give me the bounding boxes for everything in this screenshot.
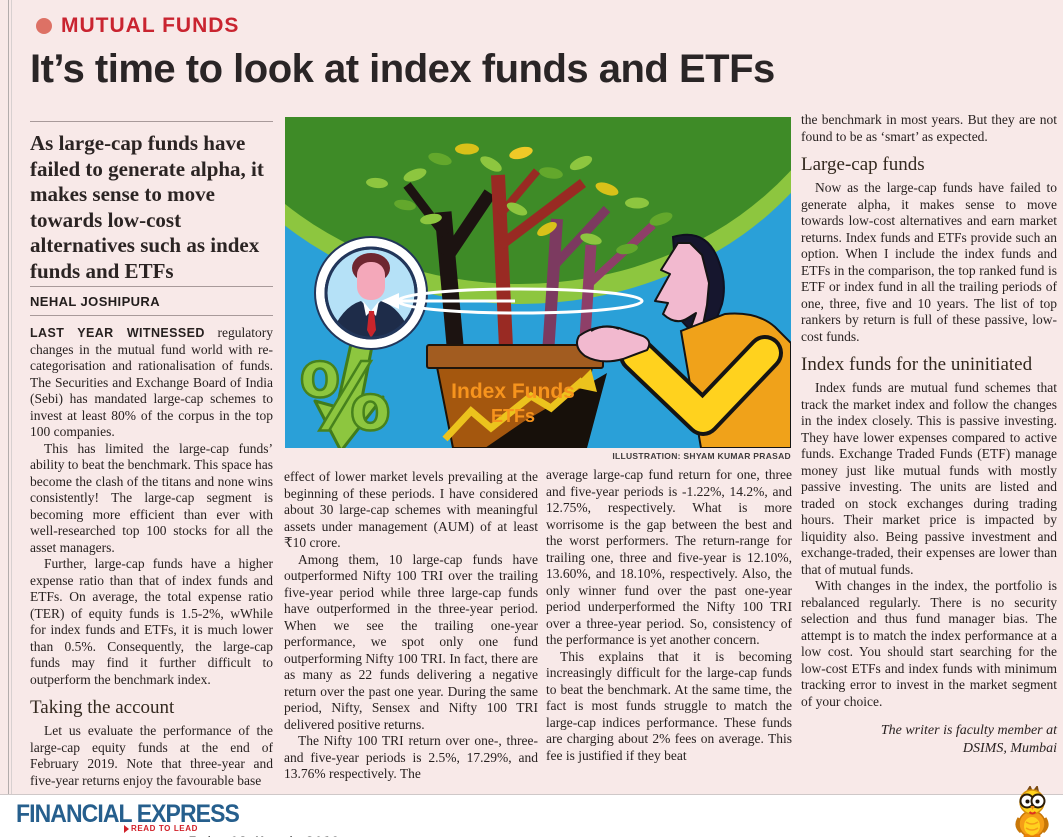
paragraph: effect of lower market levels prevailing… [284, 469, 538, 550]
fund-manager-figure [329, 253, 413, 338]
observer-figure [576, 233, 791, 448]
financial-express-logo: FINANCIAL EXPRESS READ TO LEAD [16, 800, 240, 833]
writer-credit-line1: The writer is faculty member at [880, 723, 1057, 738]
lead-in: LAST YEAR WITNESSED [30, 326, 205, 340]
paragraph-text: regulatory changes in the mutual fund wo… [30, 325, 273, 439]
article-column-4: the benchmark in most years. But they ar… [801, 112, 1057, 758]
article-illustration: % [285, 117, 791, 448]
article-column-3: average large-cap fund return for one, t… [546, 467, 792, 764]
paragraph: Let us evaluate the performance of the l… [30, 723, 273, 788]
paragraph: The Nifty 100 TRI return over one-, thre… [284, 733, 538, 781]
paragraph: LAST YEAR WITNESSED regulatory changes i… [30, 325, 273, 441]
paragraph: Further, large-cap funds have a higher e… [30, 556, 273, 687]
article-headline: It’s time to look at index funds and ETF… [30, 47, 775, 91]
pot-label-line2: ETFs [491, 406, 535, 426]
tagline-arrow-icon [123, 824, 129, 833]
section-kicker: MUTUAL FUNDS [36, 14, 239, 38]
epaper-footer: FINANCIAL EXPRESS READ TO LEAD Fri, 08 M… [0, 794, 1063, 837]
subhead-taking-the-account: Taking the account [30, 697, 175, 718]
paragraph: the benchmark in most years. But they ar… [801, 112, 1057, 144]
writer-credit: The writer is faculty member at DSIMS, M… [801, 722, 1057, 758]
rising-arrow [442, 377, 586, 442]
paragraph: Now as the large-cap funds have failed t… [801, 180, 1057, 344]
article-column-1: LAST YEAR WITNESSED regulatory changes i… [30, 325, 273, 789]
owl-mascot-icon [1007, 784, 1057, 837]
fund-manager-lens [314, 236, 428, 350]
paragraph: Index funds are mutual fund schemes that… [801, 380, 1057, 577]
paragraph: This has limited the large-cap funds’ ab… [30, 440, 273, 555]
leaves [366, 143, 673, 255]
writer-credit-line2: DSIMS, Mumbai [962, 741, 1057, 756]
paragraph: average large-cap fund return for one, t… [546, 467, 792, 647]
tagline-text: READ TO LEAD [130, 824, 198, 833]
paragraph: With changes in the index, the portfolio… [801, 578, 1057, 709]
standfirst: As large-cap funds have failed to genera… [30, 121, 273, 284]
epaper-meta: Fri, 08 March 2019 epaper.financialexpre… [188, 798, 508, 837]
subhead-large-cap-funds: Large-cap funds [801, 154, 925, 175]
epaper-date: Fri, 08 March 2019 [188, 834, 508, 837]
paragraph: Among them, 10 large-cap funds have outp… [284, 551, 538, 732]
percent-down-arrow: % [298, 333, 392, 448]
logo-tagline: READ TO LEAD [123, 824, 198, 833]
page-edge-rule [8, 0, 9, 794]
lasso-arrow [381, 287, 644, 315]
svg-text:%: % [299, 344, 391, 448]
paragraph: This explains that it is becoming increa… [546, 648, 792, 763]
page-edge-rule-light [11, 0, 12, 794]
article-column-2: effect of lower market levels prevailing… [284, 469, 538, 783]
byline: NEHAL JOSHIPURA [30, 286, 273, 316]
index-funds-pot: Index Funds ETFs [426, 344, 607, 448]
section-label: MUTUAL FUNDS [61, 14, 240, 37]
pot-label-line1: Index Funds [451, 380, 575, 403]
illustration-caption: ILLUSTRATION: SHYAM KUMAR PRASAD [612, 451, 791, 461]
kicker-dot-icon [36, 18, 52, 34]
subhead-index-funds-uninitiated: Index funds for the uninitiated [801, 354, 1033, 375]
